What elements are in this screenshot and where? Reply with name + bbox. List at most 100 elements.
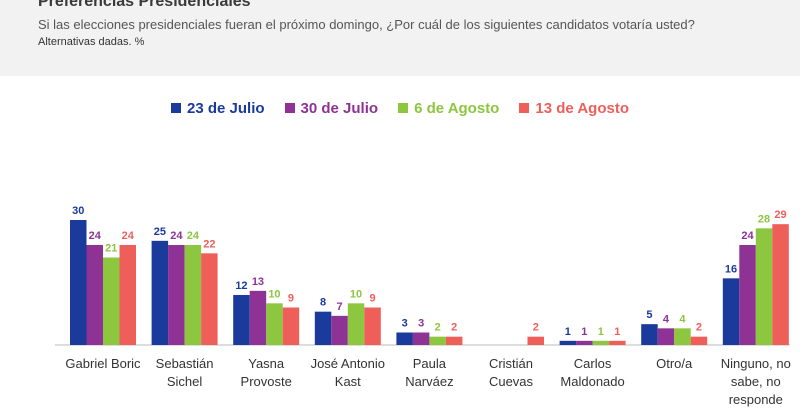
data-label: 1 <box>598 326 604 338</box>
legend-label: 30 de Julio <box>300 99 379 117</box>
data-label: 24 <box>170 230 183 242</box>
data-label: 2 <box>696 322 702 334</box>
bar <box>86 245 103 345</box>
bar <box>609 340 626 345</box>
legend-label: 13 de Agosto <box>535 99 629 117</box>
legend-item: 6 de Agosto <box>398 96 499 120</box>
bar <box>282 307 300 345</box>
data-label: 24 <box>187 230 200 242</box>
data-label: 29 <box>774 209 786 221</box>
data-label: 30 <box>72 205 84 217</box>
bar <box>559 340 577 345</box>
data-label: 7 <box>336 301 342 313</box>
legend-item: 30 de Julio <box>284 96 379 120</box>
category-label: Ninguno, no <box>721 356 791 371</box>
data-label: 21 <box>105 243 117 255</box>
data-label: 1 <box>565 326 571 338</box>
bar <box>347 303 365 345</box>
legend-label: 23 de Julio <box>187 99 265 117</box>
bar <box>527 336 544 345</box>
data-label: 4 <box>679 313 686 325</box>
data-label: 2 <box>451 322 457 334</box>
chart-subtitle: Si las elecciones presidenciales fueran … <box>38 17 695 32</box>
bar <box>690 336 708 345</box>
bar <box>168 245 185 345</box>
data-label: 2 <box>435 322 441 334</box>
bar <box>70 220 87 345</box>
legend-item: 13 de Agosto <box>519 96 629 120</box>
data-label: 24 <box>89 230 102 242</box>
bar <box>314 311 332 345</box>
category-label: Sichel <box>167 374 203 389</box>
category-label: Yasna <box>248 356 285 371</box>
header-panel: Preferencias Presidenciales Si las elecc… <box>0 0 800 76</box>
bar <box>429 336 446 345</box>
bar <box>755 228 773 345</box>
bar <box>184 245 202 345</box>
data-label: 9 <box>369 293 375 305</box>
bar <box>722 278 740 345</box>
data-label: 1 <box>614 326 620 338</box>
data-label: 28 <box>758 213 770 225</box>
bar <box>772 224 789 345</box>
data-label: 10 <box>350 288 362 300</box>
data-label: 10 <box>268 288 280 300</box>
data-label: 3 <box>402 318 408 330</box>
bar <box>641 324 658 345</box>
category-label: Maldonado <box>560 374 624 389</box>
bar <box>201 253 218 345</box>
data-label: 3 <box>418 318 424 330</box>
bar <box>739 245 756 345</box>
bar <box>249 290 267 345</box>
data-label: 25 <box>154 226 166 238</box>
data-label: 2 <box>533 322 539 334</box>
legend-swatch <box>398 103 409 113</box>
data-label: 12 <box>235 280 247 292</box>
category-label: Cristián <box>489 356 533 371</box>
legend-label: 6 de Agosto <box>414 99 500 117</box>
category-label: Sebastián <box>156 356 214 371</box>
data-label: 4 <box>663 313 670 325</box>
bar <box>233 295 250 345</box>
bar <box>412 332 430 345</box>
data-label: 13 <box>252 276 264 288</box>
bar <box>266 303 283 345</box>
bar <box>576 340 593 345</box>
category-label: Gabriel Boric <box>65 356 141 371</box>
category-label: Carlos <box>574 356 612 371</box>
legend-swatch <box>519 103 530 113</box>
data-label: 16 <box>725 263 737 275</box>
bar <box>592 340 610 345</box>
page-title: Preferencias Presidenciales <box>38 0 251 10</box>
data-label: 8 <box>320 297 326 309</box>
category-label: Cuevas <box>489 374 534 389</box>
bar <box>151 240 169 345</box>
category-label: Provoste <box>241 374 292 389</box>
category-label: sabe, no <box>731 374 781 389</box>
legend-item: 23 de Julio <box>171 96 265 120</box>
bar <box>103 257 120 345</box>
bar <box>674 328 691 345</box>
data-label: 24 <box>741 230 754 242</box>
legend-swatch <box>171 103 181 113</box>
data-label: 24 <box>122 230 135 242</box>
category-label: José Antonio <box>311 356 385 371</box>
category-label: Paula <box>413 356 447 371</box>
data-label: 5 <box>646 309 652 321</box>
bar <box>331 315 348 345</box>
data-label: 9 <box>288 293 294 305</box>
bar <box>445 336 463 345</box>
category-label: responde <box>729 392 783 407</box>
chart-note: Alternativas dadas. % <box>38 36 145 48</box>
bar <box>396 332 413 345</box>
bar <box>657 328 675 345</box>
category-label: Narváez <box>405 374 453 389</box>
bar <box>119 245 136 345</box>
data-label: 22 <box>203 238 215 250</box>
legend-swatch <box>284 103 295 113</box>
category-label: Otro/a <box>656 356 693 371</box>
category-label: Kast <box>335 374 361 389</box>
data-label: 1 <box>581 326 587 338</box>
bar <box>364 307 381 345</box>
